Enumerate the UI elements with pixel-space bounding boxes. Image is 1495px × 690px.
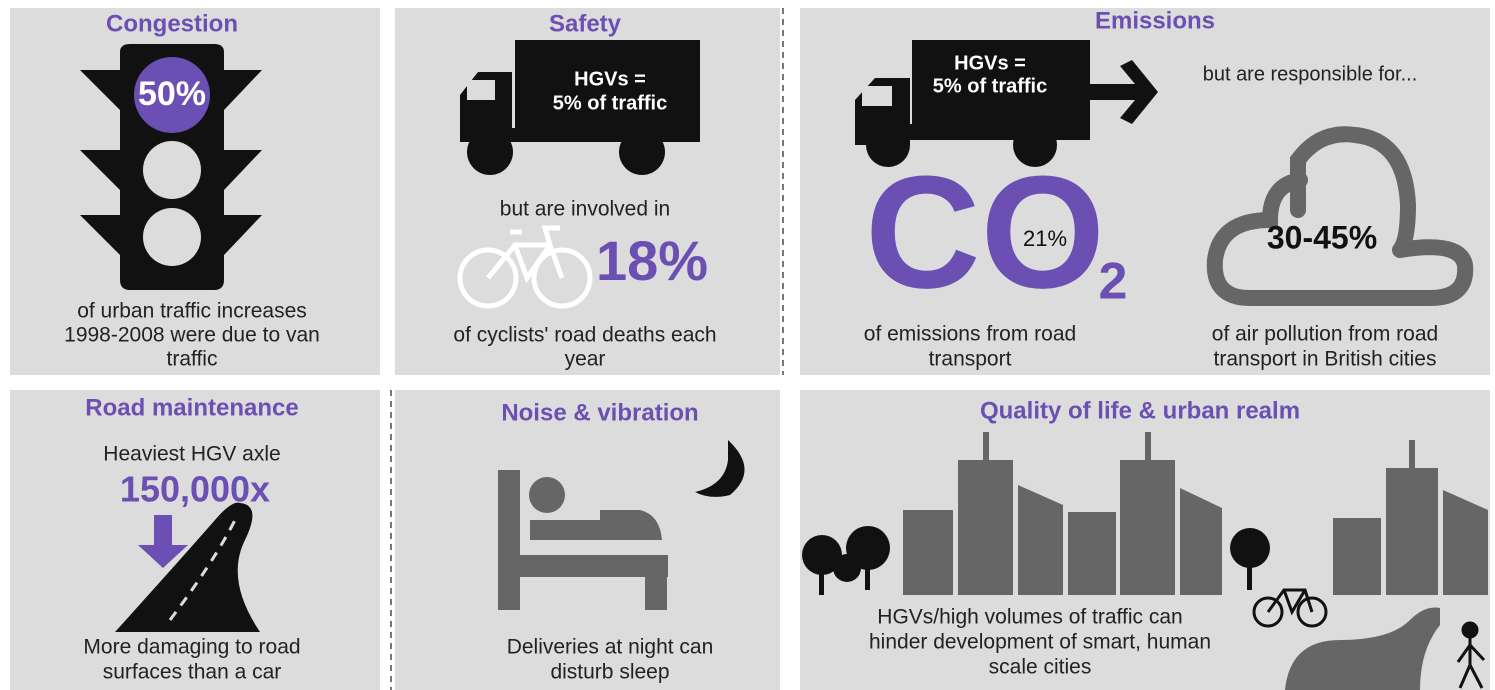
truck-label: 5% of traffic — [933, 75, 1047, 97]
caption: of urban traffic increases — [77, 300, 307, 323]
truck-label: HGVs = — [954, 52, 1026, 74]
lead-text: Heaviest HGV axle — [103, 443, 280, 466]
buildings-part — [1333, 518, 1381, 595]
panel-title: Safety — [549, 10, 622, 37]
caption: traffic — [167, 348, 218, 371]
figure: 21% — [1023, 226, 1067, 251]
figure: 18% — [596, 229, 708, 292]
trees-part — [1247, 555, 1252, 590]
caption: More damaging to road — [83, 636, 300, 659]
caption: hinder development of smart, human — [869, 631, 1211, 654]
caption: of cyclists' road deaths each — [453, 324, 716, 347]
traffic-light-part — [143, 141, 201, 199]
lead-text: but are involved in — [500, 198, 670, 221]
truck-part — [467, 80, 495, 100]
caption: HGVs/high volumes of traffic can — [877, 606, 1182, 629]
panel-title: Emissions — [1095, 7, 1215, 34]
panel-title: Congestion — [106, 10, 238, 37]
buildings-part — [1068, 512, 1116, 595]
panel-title: Noise & vibration — [501, 399, 698, 426]
caption: year — [565, 348, 606, 371]
truck-label: HGVs = — [574, 68, 646, 90]
trees-part — [819, 560, 824, 595]
buildings-part — [1145, 432, 1151, 462]
buildings-part — [1386, 468, 1438, 595]
figure: 30-45% — [1267, 219, 1377, 255]
truck-label: 5% of traffic — [553, 92, 667, 114]
caption: 1998-2008 were due to van — [64, 324, 320, 347]
buildings-part — [1409, 440, 1415, 470]
buildings-part — [983, 432, 989, 462]
caption: disturb sleep — [550, 661, 669, 684]
co2-symbol: CO — [865, 142, 1105, 321]
trees-part — [865, 555, 870, 590]
panel-title: Quality of life & urban realm — [980, 397, 1300, 424]
caption: transport — [929, 348, 1012, 371]
caption: of air pollution from road — [1212, 323, 1438, 346]
buildings-part — [903, 510, 953, 595]
bed-part — [645, 555, 667, 610]
infographic: Congestion 50% of urban traffic increase… — [0, 0, 1495, 690]
panel-title: Road maintenance — [85, 394, 298, 421]
figure: 50% — [138, 75, 206, 113]
truck-part — [619, 129, 665, 175]
caption: transport in British cities — [1214, 348, 1437, 371]
trees-part — [833, 554, 861, 582]
buildings-part — [1120, 460, 1175, 595]
buildings-part — [958, 460, 1013, 595]
co2-subscript: 2 — [1099, 253, 1128, 311]
bed-part — [498, 470, 520, 610]
caption: of emissions from road — [864, 323, 1076, 346]
figure: 150,000x — [120, 469, 270, 510]
caption: surfaces than a car — [103, 661, 282, 684]
truck-part — [862, 86, 892, 106]
pedestrian-part — [1463, 623, 1477, 637]
caption: Deliveries at night can — [507, 636, 714, 659]
truck-part — [467, 129, 513, 175]
lead-text: but are responsible for... — [1203, 63, 1418, 85]
bed-part — [529, 477, 565, 513]
traffic-light-part — [143, 208, 201, 266]
caption: scale cities — [989, 656, 1092, 679]
